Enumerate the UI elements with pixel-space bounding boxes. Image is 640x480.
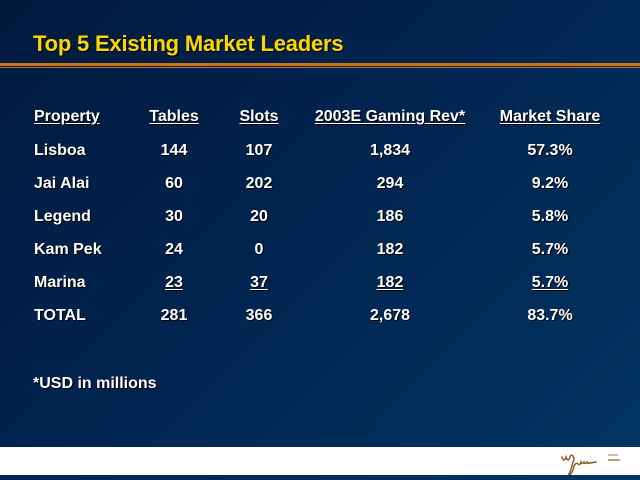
table-header-row: Property Tables Slots 2003E Gaming Rev* …: [0, 108, 640, 130]
cell-market-share: 9.2%: [531, 175, 569, 192]
header-gaming-rev: 2003E Gaming Rev*: [314, 108, 466, 125]
cell-tables: 24: [165, 241, 183, 258]
cell-gaming-rev: 182: [376, 241, 404, 258]
cell-gaming-rev: 1,834: [369, 142, 411, 159]
cell-property: TOTAL: [34, 307, 86, 324]
cell-tables: 60: [165, 175, 183, 192]
cell-property: Kam Pek: [34, 241, 102, 258]
cell-tables: 281: [160, 307, 188, 324]
cell-gaming-rev: 2,678: [369, 307, 411, 324]
wynn-logo: [561, 454, 620, 475]
table-row: Legend 30 20 186 5.8%: [0, 208, 640, 230]
table-row: Jai Alai 60 202 294 9.2%: [0, 175, 640, 197]
cell-property: Legend: [34, 208, 91, 225]
title-divider: [0, 63, 640, 66]
cell-slots: 107: [245, 142, 273, 159]
table-total-row: TOTAL 281 366 2,678 83.7%: [0, 307, 640, 329]
header-tables: Tables: [149, 108, 199, 125]
cell-slots: 20: [250, 208, 268, 225]
cell-market-share: 5.7%: [531, 274, 569, 291]
cell-market-share: 5.8%: [531, 208, 569, 225]
footer-band: [0, 447, 640, 475]
header-slots: Slots: [239, 108, 279, 125]
header-property: Property: [34, 108, 100, 125]
cell-property: Lisboa: [34, 142, 86, 159]
cell-property: Marina: [34, 274, 86, 291]
cell-gaming-rev: 186: [376, 208, 404, 225]
page-title: Top 5 Existing Market Leaders: [33, 31, 344, 56]
cell-slots: 202: [245, 175, 273, 192]
cell-market-share: 5.7%: [531, 241, 569, 258]
cell-gaming-rev: 294: [376, 175, 404, 192]
cell-slots: 37: [250, 274, 268, 291]
title-divider-thin: [0, 67, 640, 68]
footnote: *USD in millions: [33, 375, 157, 392]
header-market-share: Market Share: [499, 108, 601, 125]
table-row: Kam Pek 24 0 182 5.7%: [0, 241, 640, 263]
cell-market-share: 57.3%: [527, 142, 573, 159]
cell-tables: 23: [165, 274, 183, 291]
table-row: Lisboa 144 107 1,834 57.3%: [0, 142, 640, 164]
cell-tables: 144: [160, 142, 188, 159]
table-row: Marina 23 37 182 5.7%: [0, 274, 640, 296]
cell-gaming-rev: 182: [376, 274, 404, 291]
cell-property: Jai Alai: [34, 175, 90, 192]
cell-slots: 366: [245, 307, 273, 324]
cell-market-share: 83.7%: [527, 307, 573, 324]
cell-slots: 0: [254, 241, 264, 258]
cell-tables: 30: [165, 208, 183, 225]
